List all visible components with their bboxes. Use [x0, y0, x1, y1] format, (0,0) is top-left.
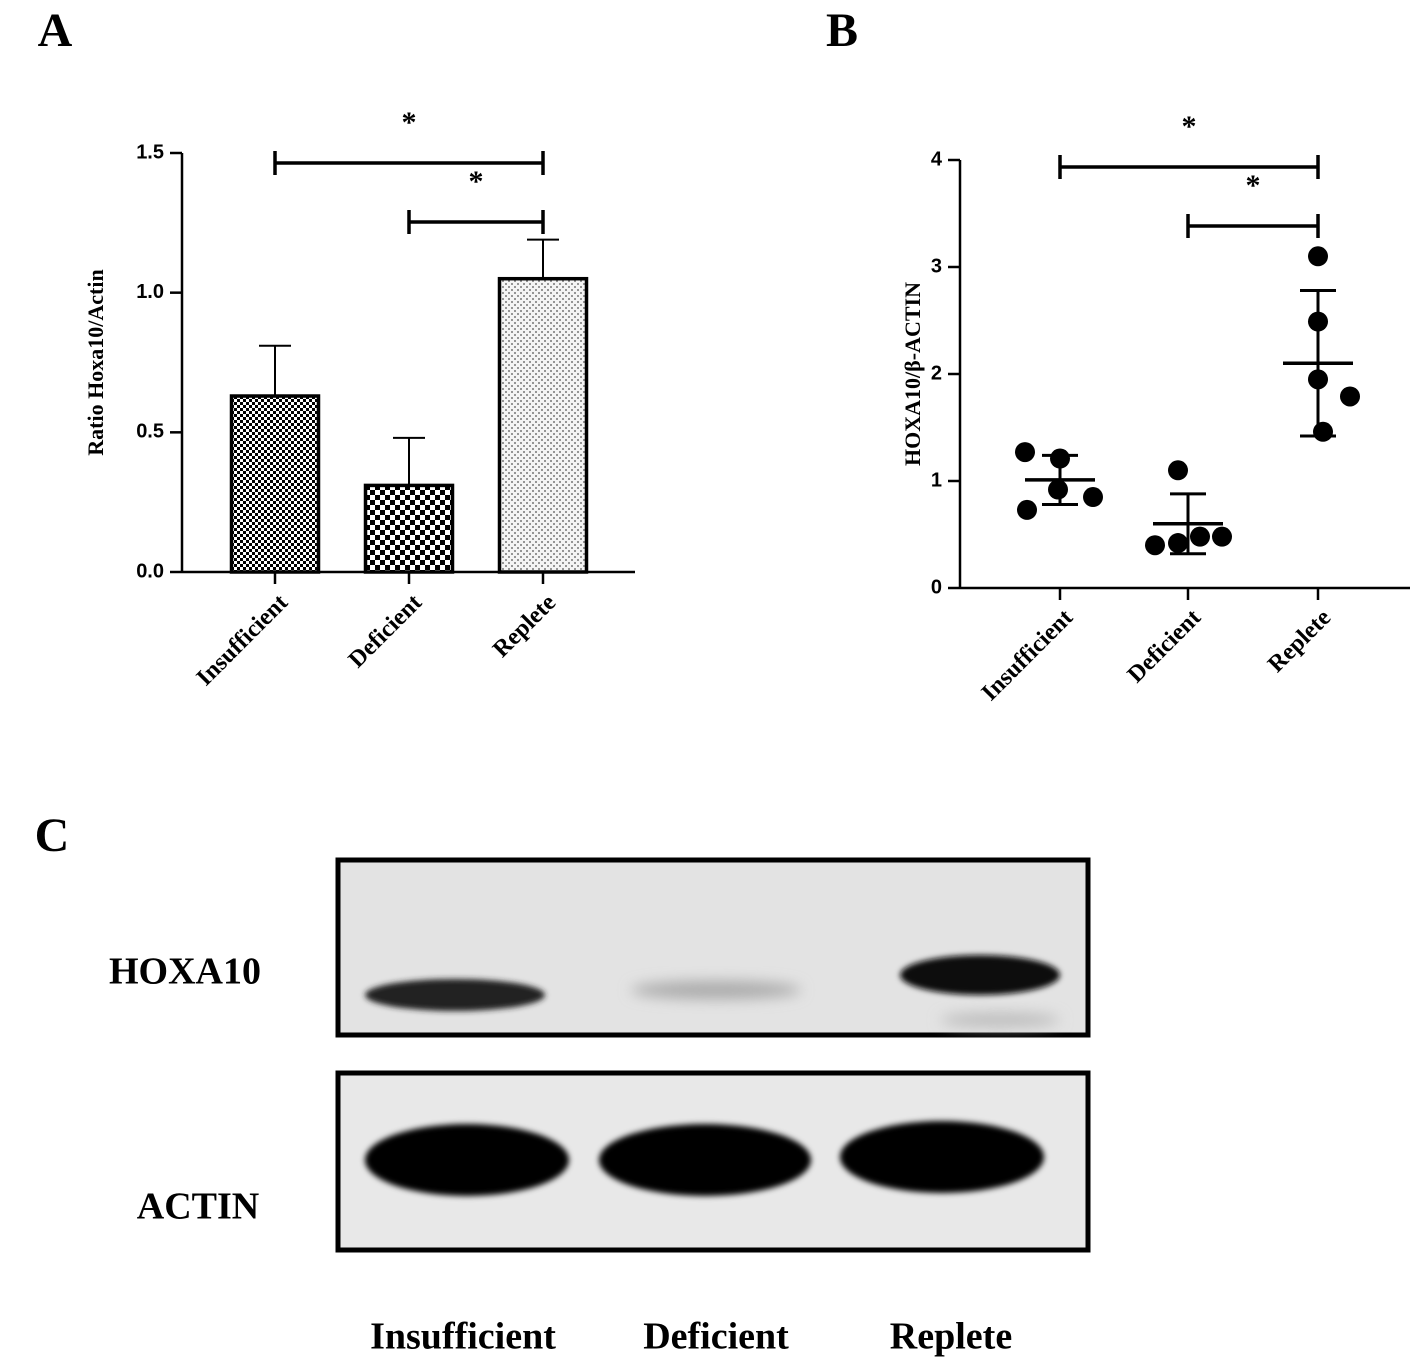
- y-tick-label: 3: [931, 255, 942, 277]
- data-point: [1313, 421, 1333, 442]
- data-point: [1340, 386, 1360, 407]
- panel-label: C: [35, 809, 70, 862]
- bar: [363, 483, 455, 574]
- y-axis-label: Ratio Hoxa10/Actin: [83, 269, 108, 455]
- lane-label: Replete: [890, 1316, 1012, 1358]
- lane-label: Insufficient: [370, 1316, 556, 1358]
- row-label: ACTIN: [137, 1186, 259, 1228]
- blot-actin: [335, 1070, 1091, 1253]
- x-tick-label: Insufficient: [977, 605, 1078, 706]
- y-tick-label: 1.5: [136, 141, 164, 163]
- significance-label: *: [402, 106, 417, 139]
- data-point: [1017, 499, 1037, 520]
- x-tick-label: Deficient: [1123, 605, 1206, 688]
- x-tick-label: Deficient: [344, 590, 427, 673]
- x-tick-label: Replete: [488, 590, 561, 663]
- y-tick-label: 0: [931, 576, 942, 598]
- panel-label: A: [38, 4, 73, 57]
- data-point: [1308, 369, 1328, 390]
- lane-label: Deficient: [643, 1316, 789, 1358]
- y-tick-label: 2: [931, 362, 942, 384]
- bar: [497, 276, 589, 574]
- data-point: [1145, 535, 1165, 556]
- data-point: [1190, 526, 1210, 547]
- data-point: [1050, 448, 1070, 469]
- y-axis-label: HOXA10/β-ACTIN: [900, 282, 925, 466]
- x-tick-label: Insufficient: [192, 590, 293, 691]
- data-point: [1308, 311, 1328, 332]
- y-tick-label: 1: [931, 469, 942, 491]
- panel-label: B: [826, 4, 858, 57]
- y-tick-label: 1.0: [136, 281, 164, 303]
- significance-label: *: [1246, 169, 1261, 202]
- y-tick-label: 0.0: [136, 560, 164, 582]
- row-label: HOXA10: [109, 951, 261, 993]
- x-tick-label: Replete: [1263, 605, 1336, 678]
- bar: [229, 394, 321, 574]
- data-point: [1015, 442, 1035, 463]
- data-point: [1168, 460, 1188, 481]
- significance-label: *: [469, 165, 484, 198]
- y-tick-label: 4: [931, 148, 943, 170]
- data-point: [1083, 487, 1103, 508]
- data-point: [1308, 246, 1328, 267]
- blot-hoxa10: [335, 857, 1091, 1038]
- data-point: [1048, 479, 1068, 500]
- data-point: [1212, 526, 1232, 547]
- significance-label: *: [1182, 110, 1197, 143]
- data-point: [1168, 533, 1188, 554]
- y-tick-label: 0.5: [136, 421, 164, 443]
